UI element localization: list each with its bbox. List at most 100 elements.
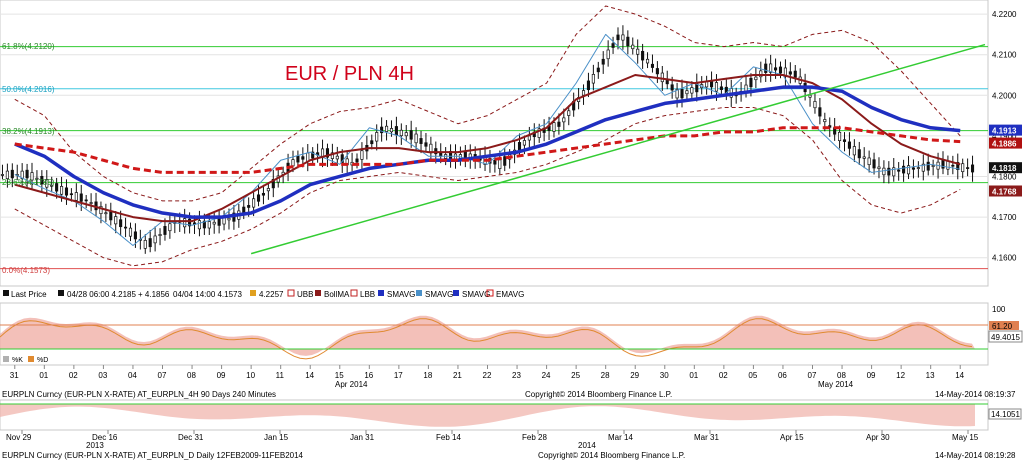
candle-body — [857, 149, 861, 159]
legend-swatch-lbb — [350, 289, 358, 297]
osc-tick-100: 100 — [992, 305, 1006, 314]
candle-body — [966, 167, 970, 169]
candle-body — [271, 179, 275, 189]
footer-bottom-left: EURPLN Curncy (EUR-PLN X-RATE) AT_EURPLN… — [2, 451, 304, 460]
candle-body — [951, 164, 955, 167]
daily-fill — [0, 404, 975, 427]
flag-4-1818-box — [989, 162, 1022, 174]
candle-body — [202, 220, 206, 229]
x-tick-label: 07 — [808, 371, 817, 380]
series-bollma — [14, 73, 961, 223]
x-tick-label: 31 — [10, 371, 19, 380]
candle-body — [921, 163, 925, 172]
candle-body — [207, 221, 211, 229]
legend-swatch-ubb — [287, 289, 295, 297]
x-tick-label: 30 — [660, 371, 669, 380]
x-tick-label: 03 — [98, 371, 107, 380]
candle-body — [291, 159, 295, 167]
candle-body — [611, 43, 615, 48]
daily-value-flag — [988, 408, 1022, 420]
candle-body — [808, 94, 812, 98]
candle-body — [389, 128, 394, 133]
x-tick-label: 05 — [748, 371, 757, 380]
footer-top-right: 14-May-2014 08:19:37 — [935, 390, 1016, 399]
candle-body — [527, 135, 531, 141]
candle-body — [636, 48, 640, 55]
candle-body — [419, 138, 423, 144]
candle-body — [301, 156, 305, 160]
candle-body — [685, 90, 689, 95]
candle-body — [311, 151, 315, 159]
candle-body — [409, 130, 413, 140]
candle-body — [719, 86, 723, 91]
candle-body — [596, 67, 600, 73]
candle-body — [522, 140, 526, 146]
legend-ubb: UBB — [297, 290, 313, 299]
price-tick-label: 4.2200 — [992, 10, 1017, 19]
flag-4-1886-box — [989, 137, 1022, 149]
x-tick-label: 12 — [896, 371, 905, 380]
candle-body — [188, 218, 192, 227]
x-tick-label: 13 — [926, 371, 935, 380]
candle-body — [911, 167, 915, 170]
candle-body — [926, 161, 930, 171]
legend-smavg1: SMAVG — [387, 290, 415, 299]
candle-body — [197, 220, 201, 230]
fib-label-236: 23.6%(4.1785) — [2, 178, 55, 187]
candle-body — [897, 169, 901, 172]
candle-body — [665, 80, 669, 85]
candle-body — [370, 140, 374, 145]
footer-top-left: EURPLN Curncy (EUR-PLN X-RATE) AT_EURPLN… — [2, 390, 276, 399]
x-tick-label: 02 — [719, 371, 728, 380]
candle-body — [621, 34, 625, 41]
candle-body — [360, 150, 364, 160]
top-x-axis: 31 01 02 03 04 07 08 09 10 11 14 15 16 17 18 21 22 23 24 25… — [10, 365, 965, 380]
legend-smavg2: SMAVG — [425, 290, 453, 299]
candle-body — [104, 212, 108, 215]
candle-body — [645, 58, 650, 64]
candle-body — [882, 167, 886, 176]
candle-body — [916, 167, 920, 169]
x-tick-label: 14 — [955, 371, 964, 380]
oscillator — [0, 315, 975, 360]
candle-body — [380, 126, 384, 134]
candle-body — [143, 240, 147, 249]
candle-body — [498, 159, 502, 169]
candle-body — [867, 157, 871, 166]
candle-body — [887, 167, 891, 176]
x-tick-label: 28 — [601, 371, 610, 380]
candle-body — [710, 80, 714, 88]
candle-body — [35, 177, 39, 180]
series-smavg — [14, 85, 961, 219]
month-apr: Apr 2014 — [335, 380, 368, 389]
candle-body — [252, 198, 256, 208]
year-2013: 2013 — [86, 441, 104, 450]
x-tick-label: 09 — [867, 371, 876, 380]
legend-emavg: EMAVG — [496, 290, 524, 299]
price-tick-label: 4.1800 — [992, 172, 1017, 181]
flag-4-1768-box — [989, 185, 1022, 197]
candle-body — [759, 70, 763, 78]
x-tick-label: 02 — [69, 371, 78, 380]
x-tick-label: 01 — [689, 371, 698, 380]
flag-4-1818-label: 4.1818 — [992, 164, 1017, 173]
candle-body — [606, 49, 610, 60]
price-tick-label: 4.1600 — [992, 254, 1017, 263]
candle-body — [394, 126, 398, 136]
fibonacci-levels — [0, 46, 988, 270]
x-tick-label: 16 — [364, 371, 373, 380]
candle-body — [55, 183, 59, 192]
candle-body — [961, 163, 965, 173]
series-lbb — [14, 106, 961, 267]
price-tick-label: 4.2000 — [992, 91, 1017, 100]
x-tick-label: 10 — [246, 371, 255, 380]
candle-body — [114, 216, 118, 225]
candle-body — [956, 162, 960, 170]
x-tick-label: 21 — [453, 371, 462, 380]
candle-body — [946, 160, 950, 170]
candle-body — [906, 165, 911, 175]
legend-lbb: LBB — [360, 290, 375, 299]
candle-body — [399, 129, 403, 137]
candle-body — [862, 156, 866, 159]
